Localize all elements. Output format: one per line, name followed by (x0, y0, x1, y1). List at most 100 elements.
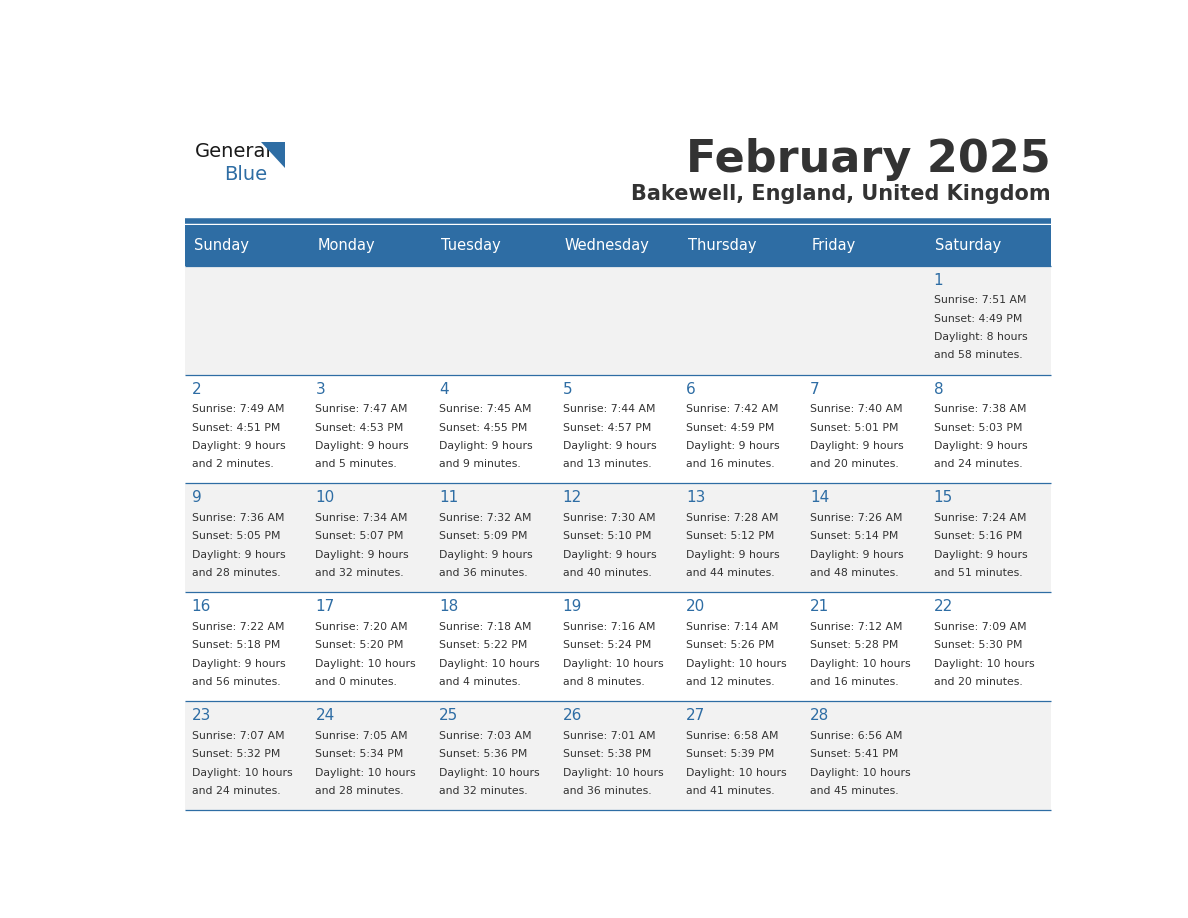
Text: Daylight: 9 hours: Daylight: 9 hours (315, 550, 409, 560)
Text: Daylight: 9 hours: Daylight: 9 hours (440, 441, 532, 451)
Text: and 40 minutes.: and 40 minutes. (563, 568, 651, 578)
Text: Sunset: 5:22 PM: Sunset: 5:22 PM (440, 641, 527, 650)
Text: Sunrise: 7:16 AM: Sunrise: 7:16 AM (563, 621, 656, 632)
Text: Daylight: 9 hours: Daylight: 9 hours (191, 441, 285, 451)
Bar (432, 225, 556, 265)
Text: Sunrise: 7:05 AM: Sunrise: 7:05 AM (315, 731, 407, 741)
Text: Sunset: 5:30 PM: Sunset: 5:30 PM (934, 641, 1022, 650)
Text: 10: 10 (315, 490, 335, 506)
Text: Sunset: 4:51 PM: Sunset: 4:51 PM (191, 422, 280, 432)
Text: Sunset: 4:59 PM: Sunset: 4:59 PM (687, 422, 775, 432)
Text: Sunset: 5:20 PM: Sunset: 5:20 PM (315, 641, 404, 650)
Text: and 9 minutes.: and 9 minutes. (440, 459, 520, 469)
Text: 1: 1 (934, 273, 943, 287)
Text: and 0 minutes.: and 0 minutes. (315, 677, 397, 687)
Text: Sunset: 5:07 PM: Sunset: 5:07 PM (315, 532, 404, 542)
Bar (185, 701, 1051, 810)
Text: Sunrise: 7:28 AM: Sunrise: 7:28 AM (687, 513, 779, 523)
Text: Thursday: Thursday (688, 238, 757, 252)
Text: Sunrise: 7:44 AM: Sunrise: 7:44 AM (563, 404, 656, 414)
Text: Sunrise: 7:51 AM: Sunrise: 7:51 AM (934, 296, 1026, 306)
Text: Sunday: Sunday (194, 238, 248, 252)
Text: and 12 minutes.: and 12 minutes. (687, 677, 775, 687)
Text: Sunrise: 7:42 AM: Sunrise: 7:42 AM (687, 404, 779, 414)
Text: Monday: Monday (317, 238, 375, 252)
Text: Sunrise: 7:01 AM: Sunrise: 7:01 AM (563, 731, 656, 741)
Text: and 8 minutes.: and 8 minutes. (563, 677, 644, 687)
Text: Sunrise: 7:49 AM: Sunrise: 7:49 AM (191, 404, 284, 414)
Text: and 16 minutes.: and 16 minutes. (810, 677, 898, 687)
Text: Sunset: 5:01 PM: Sunset: 5:01 PM (810, 422, 898, 432)
Text: 15: 15 (934, 490, 953, 506)
Text: Daylight: 9 hours: Daylight: 9 hours (315, 441, 409, 451)
Text: 8: 8 (934, 382, 943, 397)
Text: Sunset: 4:53 PM: Sunset: 4:53 PM (315, 422, 404, 432)
Bar (927, 225, 1051, 265)
Text: Sunrise: 7:45 AM: Sunrise: 7:45 AM (440, 404, 531, 414)
Text: Sunrise: 6:56 AM: Sunrise: 6:56 AM (810, 731, 903, 741)
Text: Daylight: 9 hours: Daylight: 9 hours (810, 441, 904, 451)
Text: Sunset: 5:18 PM: Sunset: 5:18 PM (191, 641, 280, 650)
Text: 25: 25 (440, 708, 459, 723)
Text: 12: 12 (563, 490, 582, 506)
Text: 19: 19 (563, 599, 582, 614)
Text: Sunset: 4:57 PM: Sunset: 4:57 PM (563, 422, 651, 432)
Bar (185, 484, 1051, 592)
Text: 21: 21 (810, 599, 829, 614)
Text: and 20 minutes.: and 20 minutes. (810, 459, 898, 469)
Text: 20: 20 (687, 599, 706, 614)
Text: and 5 minutes.: and 5 minutes. (315, 459, 397, 469)
Text: Daylight: 10 hours: Daylight: 10 hours (687, 659, 786, 668)
Text: and 28 minutes.: and 28 minutes. (315, 786, 404, 796)
Text: Sunrise: 7:12 AM: Sunrise: 7:12 AM (810, 621, 903, 632)
Text: Bakewell, England, United Kingdom: Bakewell, England, United Kingdom (631, 185, 1051, 205)
Text: Sunrise: 7:09 AM: Sunrise: 7:09 AM (934, 621, 1026, 632)
Text: Sunrise: 7:07 AM: Sunrise: 7:07 AM (191, 731, 284, 741)
Polygon shape (261, 142, 285, 168)
Bar (185, 225, 309, 265)
Text: Sunset: 4:49 PM: Sunset: 4:49 PM (934, 314, 1022, 324)
Bar (185, 375, 1051, 484)
Text: and 32 minutes.: and 32 minutes. (315, 568, 404, 578)
Text: Daylight: 10 hours: Daylight: 10 hours (440, 659, 539, 668)
Text: Sunrise: 7:03 AM: Sunrise: 7:03 AM (440, 731, 532, 741)
Text: Sunrise: 6:58 AM: Sunrise: 6:58 AM (687, 731, 779, 741)
Text: Sunset: 5:32 PM: Sunset: 5:32 PM (191, 749, 280, 759)
Text: 9: 9 (191, 490, 202, 506)
Text: Sunset: 5:03 PM: Sunset: 5:03 PM (934, 422, 1022, 432)
Text: Daylight: 9 hours: Daylight: 9 hours (440, 550, 532, 560)
Text: and 56 minutes.: and 56 minutes. (191, 677, 280, 687)
Text: Saturday: Saturday (935, 238, 1001, 252)
Text: 7: 7 (810, 382, 820, 397)
Text: Daylight: 9 hours: Daylight: 9 hours (687, 550, 781, 560)
Text: 3: 3 (315, 382, 326, 397)
Text: General: General (195, 142, 271, 161)
Text: and 45 minutes.: and 45 minutes. (810, 786, 898, 796)
Bar (556, 225, 680, 265)
Text: and 20 minutes.: and 20 minutes. (934, 677, 1023, 687)
Text: Tuesday: Tuesday (441, 238, 500, 252)
Text: 18: 18 (440, 599, 459, 614)
Text: 2: 2 (191, 382, 202, 397)
Text: and 16 minutes.: and 16 minutes. (687, 459, 775, 469)
Text: Daylight: 10 hours: Daylight: 10 hours (191, 767, 292, 778)
Text: Sunset: 4:55 PM: Sunset: 4:55 PM (440, 422, 527, 432)
Text: Daylight: 9 hours: Daylight: 9 hours (934, 550, 1028, 560)
Text: Sunset: 5:41 PM: Sunset: 5:41 PM (810, 749, 898, 759)
Text: Sunset: 5:28 PM: Sunset: 5:28 PM (810, 641, 898, 650)
Text: Sunrise: 7:22 AM: Sunrise: 7:22 AM (191, 621, 284, 632)
Text: Sunrise: 7:47 AM: Sunrise: 7:47 AM (315, 404, 407, 414)
Text: 28: 28 (810, 708, 829, 723)
Text: Sunrise: 7:20 AM: Sunrise: 7:20 AM (315, 621, 407, 632)
Text: Sunset: 5:05 PM: Sunset: 5:05 PM (191, 532, 280, 542)
Text: Daylight: 9 hours: Daylight: 9 hours (810, 550, 904, 560)
Text: Daylight: 9 hours: Daylight: 9 hours (563, 441, 656, 451)
Text: and 32 minutes.: and 32 minutes. (440, 786, 527, 796)
Text: February 2025: February 2025 (685, 139, 1051, 182)
Text: Daylight: 10 hours: Daylight: 10 hours (563, 659, 663, 668)
Text: Daylight: 10 hours: Daylight: 10 hours (687, 767, 786, 778)
Text: Daylight: 10 hours: Daylight: 10 hours (810, 659, 910, 668)
Text: 17: 17 (315, 599, 335, 614)
Text: Wednesday: Wednesday (564, 238, 650, 252)
Text: Daylight: 9 hours: Daylight: 9 hours (563, 550, 656, 560)
